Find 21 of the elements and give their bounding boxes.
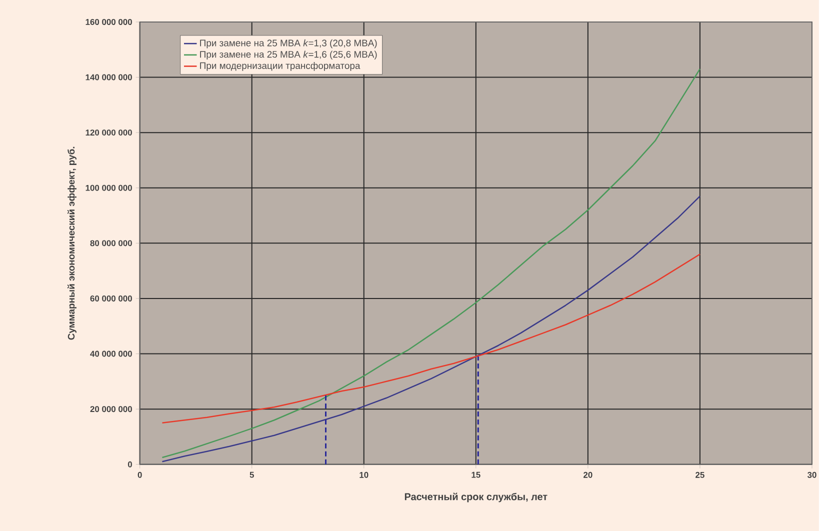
y-tick-label: 20 000 000 (90, 406, 132, 412)
x-tick-label: 25 (696, 472, 704, 478)
legend-label: При модернизации трансформатора (200, 62, 360, 71)
y-tick-label: 60 000 000 (90, 295, 132, 302)
x-tick-label: 20 (584, 472, 592, 478)
y-axis-title: Суммарный экономический эффект, руб. (67, 146, 76, 340)
y-tick-label: 120 000 000 (86, 129, 132, 136)
x-tick-label: 5 (250, 472, 254, 478)
y-tick-label: 140 000 000 (86, 74, 132, 80)
legend-label: При замене на 25 MBA k=1,3 (20,8 MBA) (200, 39, 377, 48)
y-tick-label: 160 000 000 (86, 18, 132, 25)
y-tick-label: 100 000 000 (86, 184, 132, 191)
x-tick-label: 15 (472, 472, 480, 478)
y-tick-label: 80 000 000 (90, 240, 132, 246)
y-tick-label: 40 000 000 (90, 350, 132, 357)
x-tick-label: 30 (807, 472, 816, 478)
x-tick-label: 10 (360, 472, 368, 478)
x-axis-title: Расчетный срок службы, лет (404, 492, 548, 502)
y-tick-label: 0 (128, 461, 132, 468)
legend-label: При замене на 25 MBA k=1,6 (25,6 MBA) (200, 50, 377, 60)
x-tick-label: 0 (138, 472, 142, 478)
